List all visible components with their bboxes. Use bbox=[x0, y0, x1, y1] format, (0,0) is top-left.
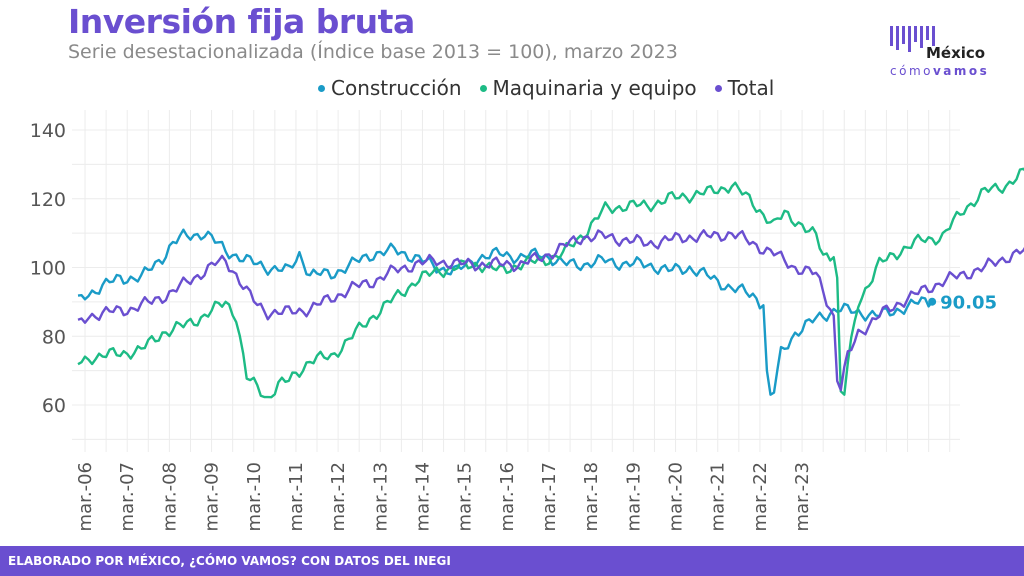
mexico-como-vamos-logo: México cómovamos bbox=[890, 24, 1000, 84]
x-tick-label: mar.-15 bbox=[455, 462, 476, 531]
x-tick-label: mar.-13 bbox=[370, 462, 391, 531]
x-tick-label: mar.-23 bbox=[792, 462, 813, 531]
x-axis: mar.-06 mar.-07 mar.-08 mar.-09 mar.-10 mar.-… bbox=[75, 462, 813, 531]
logo-text-mexico: México bbox=[926, 44, 986, 62]
x-tick-label: mar.-08 bbox=[159, 462, 180, 531]
legend-item-maquinaria: Maquinaria y equipo bbox=[479, 76, 697, 100]
chart-grid bbox=[72, 110, 960, 452]
x-tick-label: mar.-22 bbox=[750, 462, 771, 531]
end-point-construccion bbox=[928, 297, 937, 306]
x-tick-label: mar.-12 bbox=[328, 462, 349, 531]
footer-source: ELABORADO POR MÉXICO, ¿CÓMO VAMOS? CON D… bbox=[0, 546, 1024, 576]
x-tick-label: mar.-09 bbox=[202, 462, 223, 531]
logo-text-como-vamos: cómovamos bbox=[890, 64, 990, 78]
y-tick-label: 140 bbox=[30, 120, 66, 142]
x-tick-label: mar.-10 bbox=[244, 462, 265, 531]
y-tick-label: 120 bbox=[30, 189, 66, 211]
chart-title: Inversión fija bruta bbox=[68, 2, 415, 41]
legend-label-total: Total bbox=[727, 76, 775, 100]
x-tick-label: mar.-21 bbox=[708, 462, 729, 531]
series-line-maquinaria bbox=[77, 167, 1024, 399]
chart-legend: Construcción Maquinaria y equipo Total bbox=[318, 76, 774, 100]
chart-subtitle: Serie desestacionalizada (Índice base 20… bbox=[68, 41, 678, 63]
legend-dot-construccion bbox=[318, 84, 325, 92]
logo-bars-icon bbox=[890, 26, 935, 52]
x-tick-label: mar.-06 bbox=[75, 462, 96, 531]
x-tick-label: mar.-07 bbox=[117, 462, 138, 531]
legend-label-maquinaria: Maquinaria y equipo bbox=[492, 76, 697, 100]
series-lines bbox=[77, 167, 1024, 399]
x-tick-label: mar.-18 bbox=[581, 462, 602, 531]
y-tick-label: 80 bbox=[42, 326, 66, 348]
y-axis: 60 80 100 120 140 bbox=[30, 120, 66, 417]
legend-label-construccion: Construcción bbox=[331, 76, 462, 100]
series-line-total bbox=[77, 229, 1024, 392]
legend-dot-total bbox=[714, 84, 722, 92]
series-line-construccion bbox=[77, 228, 934, 396]
x-tick-label: mar.-11 bbox=[286, 462, 307, 531]
x-tick-label: mar.-16 bbox=[497, 462, 518, 531]
x-tick-label: mar.-20 bbox=[666, 462, 687, 531]
end-labels: 90.05134.21106.95 bbox=[928, 293, 997, 314]
end-label-construccion: 90.05 bbox=[940, 293, 997, 314]
x-tick-label: mar.-19 bbox=[623, 462, 644, 531]
legend-dot-maquinaria bbox=[479, 84, 487, 92]
x-tick-label: mar.-17 bbox=[539, 462, 560, 531]
legend-item-total: Total bbox=[714, 76, 775, 100]
y-tick-label: 100 bbox=[30, 258, 66, 280]
y-tick-label: 60 bbox=[42, 395, 66, 417]
x-tick-label: mar.-14 bbox=[412, 462, 433, 531]
legend-item-construccion: Construcción bbox=[318, 76, 462, 100]
